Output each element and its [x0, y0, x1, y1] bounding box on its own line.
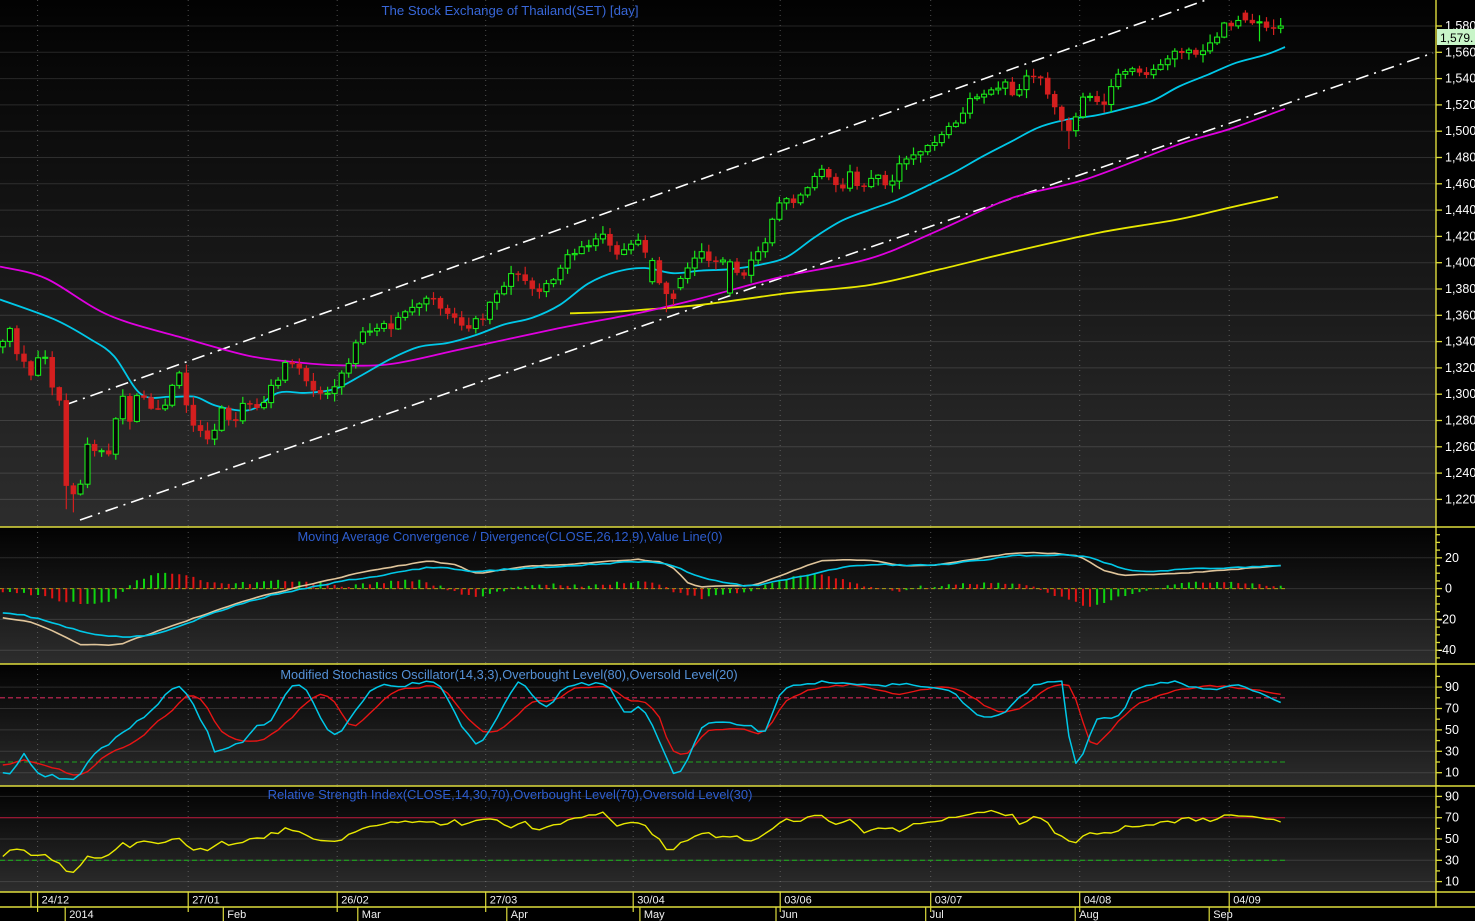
svg-text:1,220: 1,220	[1445, 492, 1475, 506]
svg-text:1,320: 1,320	[1445, 361, 1475, 375]
svg-text:1,260: 1,260	[1445, 440, 1475, 454]
svg-text:May: May	[644, 909, 665, 921]
svg-text:-20: -20	[1438, 612, 1456, 626]
svg-text:Apr: Apr	[511, 909, 528, 921]
svg-text:1,340: 1,340	[1445, 335, 1475, 349]
svg-text:1,360: 1,360	[1445, 308, 1475, 322]
svg-text:30/04: 30/04	[637, 895, 665, 907]
svg-text:1,520: 1,520	[1445, 98, 1475, 112]
svg-text:1,579.: 1,579.	[1440, 31, 1473, 45]
svg-text:1,500: 1,500	[1445, 124, 1475, 138]
svg-text:50: 50	[1445, 832, 1459, 846]
svg-text:03/06: 03/06	[784, 895, 812, 907]
svg-text:The Stock Exchange of Thailand: The Stock Exchange of Thailand(SET) [day…	[381, 3, 638, 18]
svg-text:30: 30	[1445, 853, 1459, 867]
svg-text:1,380: 1,380	[1445, 282, 1475, 296]
svg-text:27/01: 27/01	[192, 895, 220, 907]
svg-text:70: 70	[1445, 702, 1459, 716]
svg-text:90: 90	[1445, 680, 1459, 694]
svg-text:26/02: 26/02	[341, 895, 369, 907]
svg-text:1,560: 1,560	[1445, 45, 1475, 59]
svg-text:Sep: Sep	[1213, 909, 1233, 921]
svg-text:Modified Stochastics Oscillato: Modified Stochastics Oscillator(14,3,3),…	[280, 667, 737, 682]
svg-text:-40: -40	[1438, 643, 1456, 657]
svg-text:30: 30	[1445, 744, 1459, 758]
svg-text:Aug: Aug	[1079, 909, 1099, 921]
svg-text:Jun: Jun	[780, 909, 798, 921]
svg-text:24/12: 24/12	[42, 895, 70, 907]
svg-text:1,420: 1,420	[1445, 229, 1475, 243]
svg-text:Jul: Jul	[930, 909, 944, 921]
svg-text:20: 20	[1445, 551, 1459, 565]
svg-text:27/03: 27/03	[490, 895, 518, 907]
svg-text:0: 0	[1445, 582, 1452, 596]
svg-text:10: 10	[1445, 766, 1459, 780]
svg-text:1,300: 1,300	[1445, 387, 1475, 401]
svg-text:1,540: 1,540	[1445, 72, 1475, 86]
svg-text:Feb: Feb	[227, 909, 246, 921]
svg-text:50: 50	[1445, 723, 1459, 737]
svg-text:1,480: 1,480	[1445, 151, 1475, 165]
svg-text:04/09: 04/09	[1233, 895, 1261, 907]
svg-text:2014: 2014	[69, 909, 93, 921]
svg-text:1,240: 1,240	[1445, 466, 1475, 480]
svg-text:04/08: 04/08	[1084, 895, 1112, 907]
svg-text:03/07: 03/07	[935, 895, 963, 907]
svg-text:Moving Average Convergence / D: Moving Average Convergence / Divergence(…	[297, 529, 722, 544]
svg-text:Mar: Mar	[362, 909, 381, 921]
svg-text:Relative Strength Index(CLOSE,: Relative Strength Index(CLOSE,14,30,70),…	[268, 787, 753, 802]
svg-text:1,280: 1,280	[1445, 414, 1475, 428]
svg-text:1,460: 1,460	[1445, 177, 1475, 191]
svg-text:10: 10	[1445, 875, 1459, 889]
svg-text:1,400: 1,400	[1445, 256, 1475, 270]
svg-text:90: 90	[1445, 789, 1459, 803]
svg-text:70: 70	[1445, 811, 1459, 825]
svg-text:1,440: 1,440	[1445, 203, 1475, 217]
